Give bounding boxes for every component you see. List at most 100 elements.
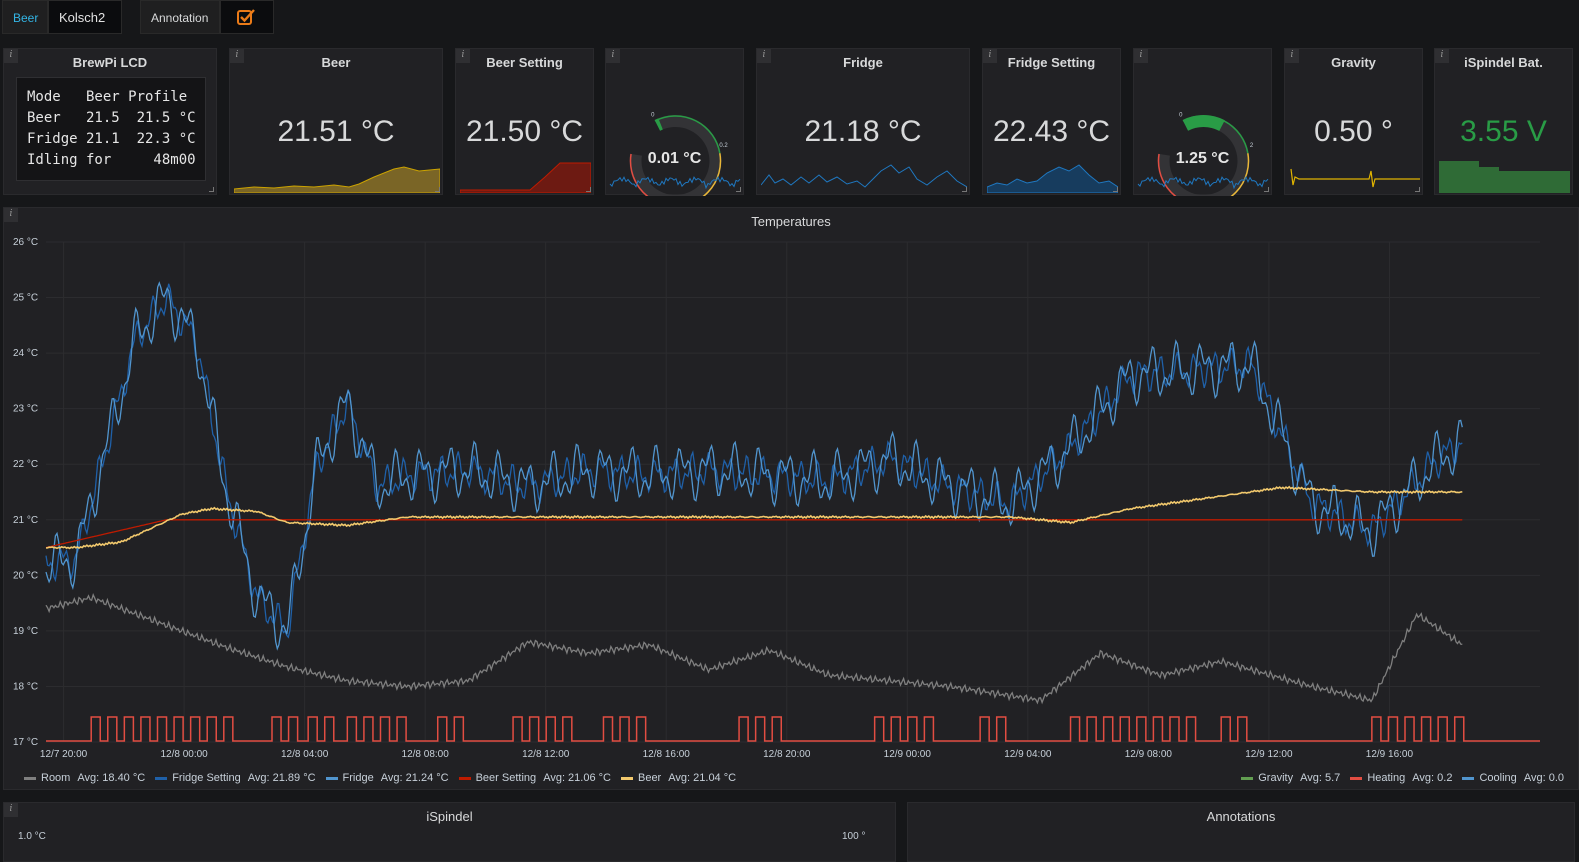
info-icon[interactable]: i bbox=[606, 49, 620, 63]
panel-title: Beer bbox=[321, 55, 351, 70]
panel-title: iSpindel bbox=[426, 809, 473, 824]
legend-avg: Avg: 18.40 °C bbox=[77, 772, 146, 784]
x-tick-label: 12/9 00:00 bbox=[884, 749, 932, 760]
x-tick-label: 12/8 20:00 bbox=[763, 749, 811, 760]
gauge-2-arc bbox=[1182, 115, 1225, 132]
gauge-panel-1: i 00.20.4 0.01 °C bbox=[605, 48, 744, 196]
legend-avg: Avg: 21.24 °C bbox=[380, 772, 449, 784]
annotation-toggle-label: Annotation bbox=[140, 0, 220, 34]
info-icon[interactable]: i bbox=[1134, 49, 1148, 63]
legend-swatch bbox=[325, 776, 338, 780]
beer-value: 21.51 °C bbox=[277, 115, 395, 148]
y-tick-label: 19 °C bbox=[13, 626, 38, 637]
legend-item[interactable]: Fridge Setting Avg: 21.89 °C bbox=[145, 772, 316, 784]
y-tick-label: 24 °C bbox=[13, 348, 38, 359]
panel-title: Fridge bbox=[843, 55, 883, 70]
legend-avg: Avg: 0.0 bbox=[1523, 772, 1564, 784]
gauge-2: 025 bbox=[1137, 112, 1269, 196]
legend-swatch bbox=[24, 776, 36, 780]
legend-left: Room Avg: 18.40 °C Fridge Setting Avg: 21… bbox=[14, 772, 736, 784]
beer-variable-dropdown[interactable]: Kolsch2 bbox=[48, 0, 122, 56]
x-tick-label: 12/9 16:00 bbox=[1366, 749, 1414, 760]
gauge-2-tick-label: 0 bbox=[1179, 112, 1183, 118]
legend-item[interactable]: Beer Setting Avg: 21.06 °C bbox=[449, 772, 611, 784]
legend-swatch bbox=[620, 776, 633, 780]
legend-avg: Avg: 21.89 °C bbox=[247, 772, 316, 784]
resize-handle[interactable] bbox=[209, 187, 214, 192]
y-tick-label: 21 °C bbox=[13, 515, 38, 526]
legend-item[interactable]: Room Avg: 18.40 °C bbox=[14, 772, 145, 784]
info-icon[interactable]: i bbox=[983, 49, 997, 63]
legend-series-name: Beer bbox=[637, 772, 665, 784]
gauge-1-arc bbox=[654, 118, 663, 131]
y-tick-label: 20 °C bbox=[13, 570, 38, 581]
fridge-sparkline bbox=[761, 164, 967, 188]
legend-item[interactable]: Gravity Avg: 5.7 bbox=[1231, 772, 1340, 784]
info-icon[interactable]: i bbox=[456, 49, 470, 63]
x-tick-label: 12/9 04:00 bbox=[1004, 749, 1052, 760]
y-tick-label: 25 °C bbox=[13, 293, 38, 304]
legend-item[interactable]: Heating Avg: 0.2 bbox=[1340, 772, 1452, 784]
lcd-display: Mode Beer Profile Beer 21.5 21.5 °C Fridge… bbox=[16, 77, 206, 181]
legend-right: Gravity Avg: 5.7 Heating Avg: 0.2 Cooling … bbox=[1231, 772, 1564, 784]
info-icon[interactable]: i bbox=[230, 49, 244, 63]
legend-swatch bbox=[1462, 776, 1475, 780]
resize-handle[interactable] bbox=[1264, 187, 1269, 192]
resize-handle[interactable] bbox=[586, 187, 591, 192]
gauge-1: 00.20.4 bbox=[609, 112, 741, 196]
beer-setting-stat-panel: i Beer Setting 21.50 °C bbox=[455, 48, 594, 195]
y-tick-label: 26 °C bbox=[13, 237, 38, 248]
gravity-value: 0.50 ° bbox=[1314, 115, 1393, 148]
gauge-2-arc bbox=[1230, 153, 1250, 196]
panel-title: Temperatures bbox=[751, 214, 831, 229]
gauge-2-value: 1.25 °C bbox=[1175, 150, 1230, 167]
info-icon[interactable]: i bbox=[757, 49, 771, 63]
resize-handle[interactable] bbox=[1415, 187, 1420, 192]
lcd-line: Mode Beer Profile bbox=[27, 89, 188, 105]
annotation-checkbox[interactable] bbox=[220, 0, 274, 34]
gauge-2-sparkline bbox=[1137, 176, 1269, 190]
legend-avg: Avg: 21.06 °C bbox=[543, 772, 611, 784]
legend-item[interactable]: Cooling Avg: 0.0 bbox=[1452, 772, 1564, 784]
x-tick-label: 12/8 00:00 bbox=[160, 749, 208, 760]
lcd-line: Idling for 48m00 bbox=[27, 152, 196, 168]
battery-value: 3.55 V bbox=[1460, 115, 1547, 148]
x-tick-label: 12/8 16:00 bbox=[643, 749, 691, 760]
legend-item[interactable]: Beer Avg: 21.04 °C bbox=[611, 772, 736, 784]
lcd-line: Fridge 21.1 22.3 °C bbox=[27, 131, 196, 147]
legend-item[interactable]: Fridge Avg: 21.24 °C bbox=[316, 772, 449, 784]
beer-variable-label[interactable]: Beer bbox=[2, 0, 48, 34]
panel-title: iSpindel Bat. bbox=[1464, 55, 1543, 70]
gauge-panel-2: i 025 1.25 °C bbox=[1133, 48, 1272, 196]
info-icon[interactable]: i bbox=[4, 208, 18, 222]
info-icon[interactable]: i bbox=[1435, 49, 1449, 63]
x-tick-label: 12/8 08:00 bbox=[402, 749, 450, 760]
resize-handle[interactable] bbox=[435, 187, 440, 192]
info-icon[interactable]: i bbox=[4, 803, 18, 817]
legend-series-name: Room bbox=[41, 772, 74, 784]
gauge-2-arc bbox=[1157, 153, 1177, 196]
legend-avg: Avg: 5.7 bbox=[1300, 772, 1341, 784]
info-icon[interactable]: i bbox=[1285, 49, 1299, 63]
ispindel-panel: i iSpindel 1.0 °C 100 ° bbox=[3, 802, 896, 862]
gauge-1-arc bbox=[702, 153, 722, 196]
ispindel-y-right-label: 100 ° bbox=[842, 831, 866, 842]
panel-title: Beer Setting bbox=[486, 55, 563, 70]
resize-handle[interactable] bbox=[736, 187, 741, 192]
resize-handle[interactable] bbox=[1113, 187, 1118, 192]
x-tick-label: 12/8 04:00 bbox=[281, 749, 329, 760]
legend-series-name: Cooling bbox=[1479, 772, 1520, 784]
gauge-1-arc bbox=[629, 153, 649, 196]
gauge-1-value: 0.01 °C bbox=[647, 150, 702, 167]
beer-stat-panel: i Beer 21.51 °C bbox=[229, 48, 443, 195]
checkbox-checked-icon bbox=[237, 9, 255, 25]
gauge-2-tick-label: 2 bbox=[1250, 143, 1254, 149]
resize-handle[interactable] bbox=[962, 187, 967, 192]
battery-stat-panel: i iSpindel Bat. 3.55 V bbox=[1434, 48, 1573, 195]
lcd-line: Beer 21.5 21.5 °C bbox=[27, 110, 196, 126]
fridge-setting-value: 22.43 °C bbox=[992, 115, 1111, 148]
temperatures-chart[interactable]: 26 °C 25 °C 24 °C 23 °C 22 °C 21 °C 20 °C 19 °C… bbox=[4, 208, 1578, 768]
info-icon[interactable]: i bbox=[4, 49, 18, 63]
top-bar: Beer Kolsch2 Annotation bbox=[0, 0, 1579, 56]
beer-setting-sparkline bbox=[460, 162, 591, 193]
